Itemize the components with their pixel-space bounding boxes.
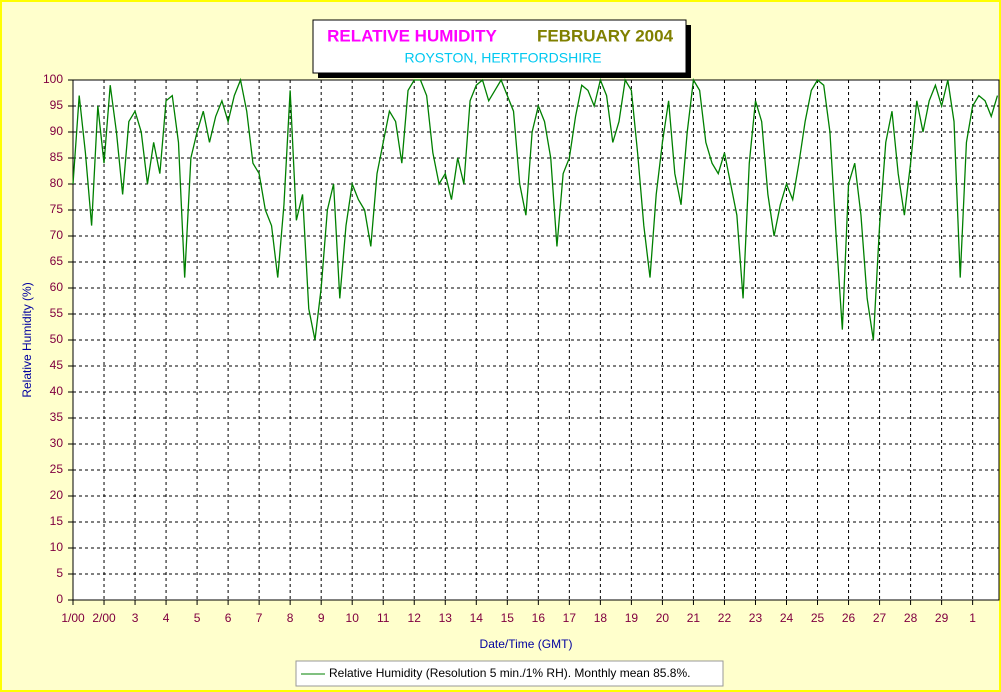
x-axis-label: Date/Time (GMT) <box>480 637 573 651</box>
y-tick-label: 15 <box>50 514 64 528</box>
x-tick-label: 15 <box>501 611 515 625</box>
y-tick-label: 0 <box>56 592 63 606</box>
x-tick-label: 9 <box>318 611 325 625</box>
y-tick-label: 85 <box>50 150 64 164</box>
x-tick-label: 11 <box>377 611 390 625</box>
x-tick-label: 3 <box>132 611 139 625</box>
x-tick-label: 4 <box>163 611 170 625</box>
x-tick-label: 27 <box>873 611 887 625</box>
chart-title: RELATIVE HUMIDITY <box>327 26 497 45</box>
y-tick-label: 5 <box>56 566 63 580</box>
y-tick-label: 90 <box>50 124 64 138</box>
y-tick-label: 75 <box>50 202 64 216</box>
y-tick-label: 60 <box>50 280 64 294</box>
title-box <box>312 19 687 74</box>
x-tick-label: 7 <box>256 611 263 625</box>
x-tick-label: 5 <box>194 611 201 625</box>
y-tick-label: 10 <box>50 540 64 554</box>
y-tick-label: 25 <box>50 462 64 476</box>
y-tick-label: 50 <box>50 332 64 346</box>
grid <box>72 79 999 601</box>
legend <box>295 660 724 687</box>
x-tick-label: 24 <box>780 611 794 625</box>
y-tick-label: 70 <box>50 228 64 242</box>
x-tick-label: 12 <box>408 611 422 625</box>
x-tick-label: 22 <box>718 611 732 625</box>
x-tick-label: 14 <box>470 611 484 625</box>
y-tick-label: 95 <box>50 98 64 112</box>
line-series <box>72 77 999 341</box>
x-tick-label: 1 <box>969 611 976 625</box>
y-tick-label: 65 <box>50 254 64 268</box>
y-tick-label: 80 <box>50 176 64 190</box>
x-tick-label: 23 <box>749 611 763 625</box>
x-tick-label: 16 <box>532 611 546 625</box>
chart-title-month: FEBRUARY 2004 <box>537 26 674 45</box>
y-tick-label: 35 <box>50 410 64 424</box>
x-tick-label: 26 <box>842 611 856 625</box>
x-tick-label: 20 <box>656 611 670 625</box>
legend-label: Relative Humidity (Resolution 5 min./1% … <box>329 666 690 680</box>
y-tick-label: 45 <box>50 358 64 372</box>
x-tick-label: 17 <box>563 611 577 625</box>
y-tick-label: 30 <box>50 436 64 450</box>
x-tick-label: 10 <box>346 611 360 625</box>
x-tick-label: 6 <box>225 611 232 625</box>
x-tick-label: 13 <box>439 611 453 625</box>
x-tick-label: 1/00 <box>61 611 85 625</box>
y-axis-label: Relative Humidity (%) <box>20 282 34 397</box>
x-tick-label: 28 <box>904 611 918 625</box>
x-tick-label: 21 <box>687 611 701 625</box>
x-tick-label: 25 <box>811 611 825 625</box>
y-tick-label: 100 <box>43 72 63 86</box>
x-tick-label: 18 <box>594 611 608 625</box>
x-tick-label: 2/00 <box>92 611 116 625</box>
y-tick-label: 20 <box>50 488 64 502</box>
x-tick-label: 19 <box>625 611 639 625</box>
chart-subtitle: ROYSTON, HERTFORDSHIRE <box>404 50 601 66</box>
x-tick-label: 29 <box>935 611 949 625</box>
y-tick-label: 55 <box>50 306 64 320</box>
y-tick-label: 40 <box>50 384 64 398</box>
x-tick-label: 8 <box>287 611 294 625</box>
